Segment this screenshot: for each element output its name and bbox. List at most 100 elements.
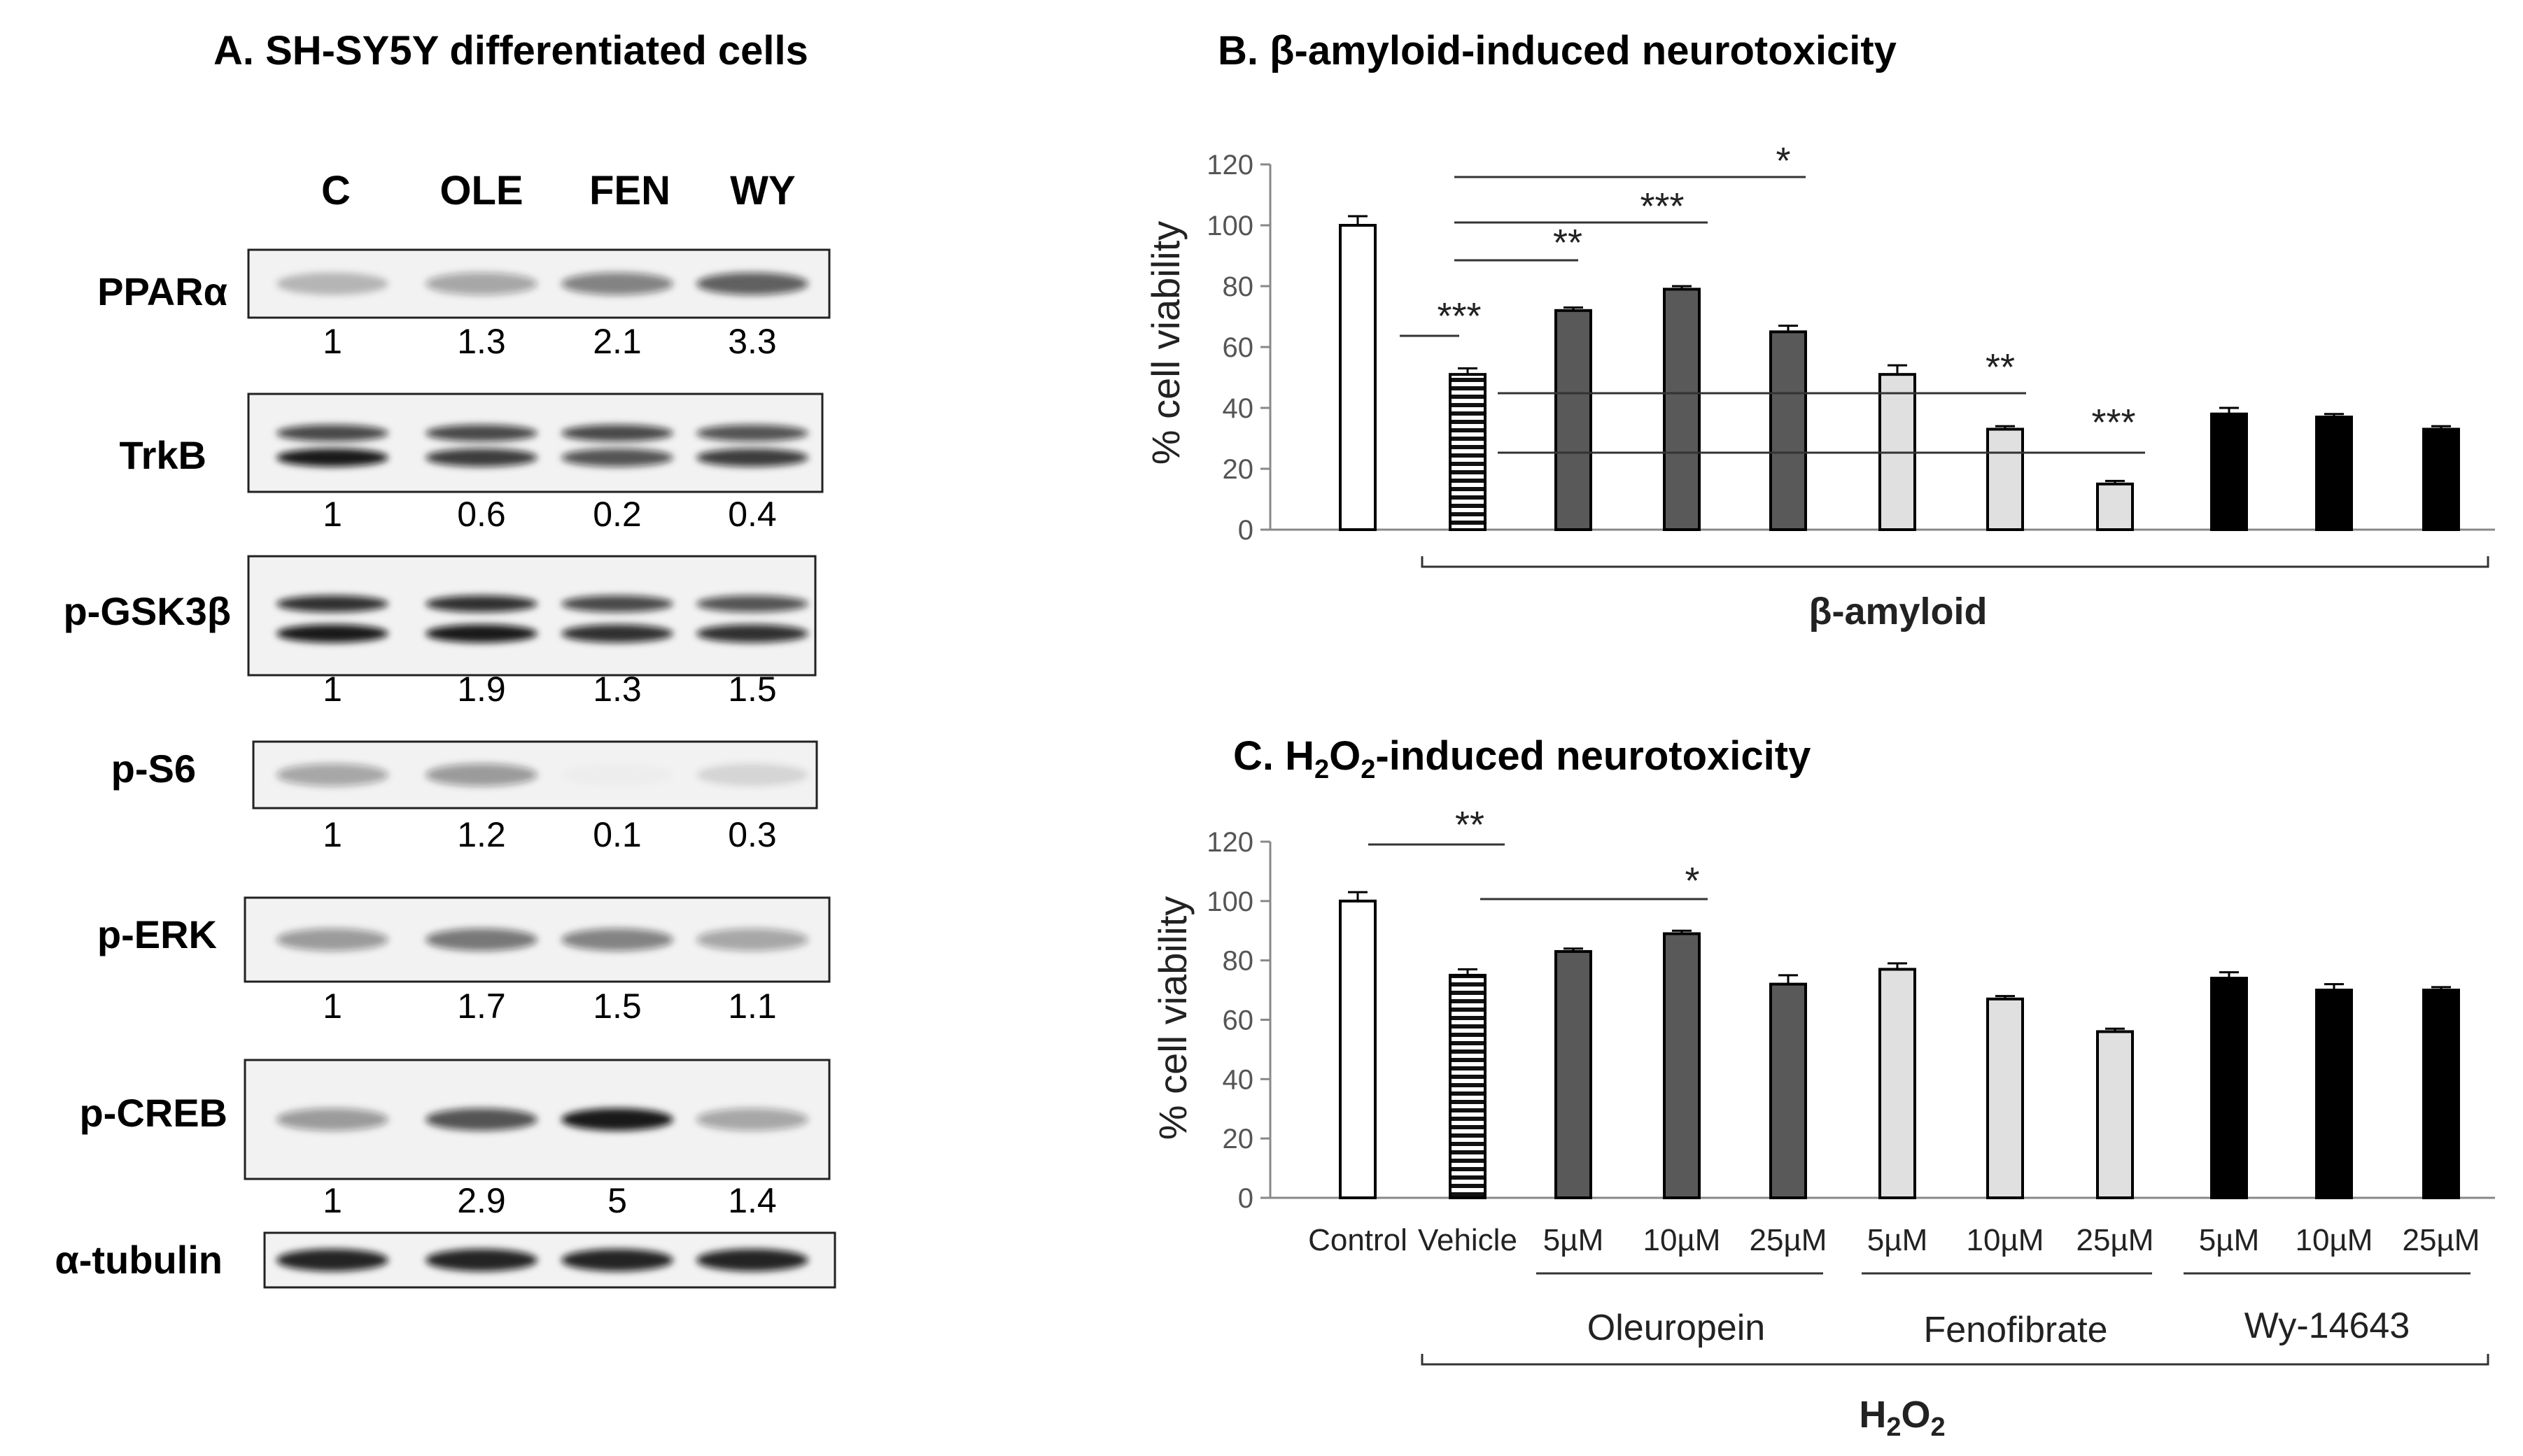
bar (1663, 932, 1701, 1200)
y-tick-label: 120 (1207, 827, 1253, 858)
bar (1554, 949, 1592, 1199)
blot-quant-value: 0.2 (593, 495, 642, 534)
blot-band (561, 1108, 673, 1131)
blot-band-lower (426, 624, 537, 643)
bar (1449, 973, 1487, 1199)
blot-band (561, 595, 673, 612)
y-tick-label: 20 (1223, 1124, 1254, 1154)
bar (2422, 989, 2460, 1200)
x-category-label: 5µM (2199, 1223, 2259, 1257)
blot-band (276, 1108, 388, 1131)
blot-quant-value: 0.4 (728, 495, 777, 534)
blot-quant-value: 0.1 (593, 815, 642, 854)
blot-band-lower (426, 448, 537, 467)
group-label-wy14643: Wy-14643 (2244, 1306, 2410, 1346)
bracket-label-h: H (1859, 1394, 1886, 1436)
blot-band (426, 272, 537, 295)
blot-row-label: TrkB (120, 433, 207, 477)
blot-band (426, 595, 537, 612)
blot-band-lower (696, 448, 808, 467)
y-tick-label: 80 (1223, 946, 1254, 977)
y-tick-label: 40 (1223, 1064, 1254, 1095)
blot-band (561, 764, 673, 786)
y-tick-label: 0 (1238, 515, 1253, 546)
blot-band (561, 928, 673, 951)
panel-b-significance: *** ** *** * ** *** (1400, 140, 2145, 454)
panel-c-title-mid: O (1329, 733, 1361, 779)
bar (2210, 977, 2248, 1200)
x-category-label: Control (1308, 1223, 1407, 1257)
blot-band (426, 763, 537, 786)
blot-band (696, 425, 808, 441)
panel-b: B. β-amyloid-induced neurotoxicity % cel… (1144, 28, 2495, 632)
x-category-label: 10µM (2296, 1223, 2373, 1257)
x-category-label: 10µM (1643, 1223, 1721, 1257)
blot-band-lower (276, 448, 388, 467)
panel-c: C. H2O2-induced neurotoxicity % cell via… (1151, 733, 2495, 1442)
y-tick-label: 80 (1223, 271, 1254, 302)
blot-band (696, 1249, 808, 1271)
bar (1449, 373, 1487, 532)
blot-band-lower (276, 624, 388, 643)
blot-quant-value: 1.2 (457, 815, 506, 854)
blot-quant-value: 1.3 (593, 670, 642, 709)
blot-quant-value: 2.1 (593, 322, 642, 361)
blot-quant-value: 2.9 (457, 1181, 506, 1220)
blot-band (276, 425, 388, 441)
blot-quant-value: 3.3 (728, 322, 777, 361)
blot-rows: PPARα 1 1.3 2.1 3.3 TrkB 1 0.6 0.2 0.4 p-GSK3β 1 1.9… (55, 248, 836, 1289)
sig-label-b-4: * (1776, 140, 1790, 182)
blot-band-lower (561, 624, 673, 643)
blot-band-lower (561, 448, 673, 467)
y-tick-label: 120 (1207, 150, 1253, 181)
blot-quant-value: 1 (323, 815, 342, 854)
y-tick-label: 20 (1223, 454, 1254, 485)
y-tick-label: 0 (1238, 1183, 1253, 1214)
lane-label-c: C (321, 168, 351, 213)
blot-row-label: p-CREB (79, 1091, 227, 1135)
blot-band (276, 272, 388, 295)
bar (2210, 412, 2248, 532)
blot-quant-value: 1.1 (728, 987, 777, 1026)
bar (1554, 309, 1592, 531)
blot-band (696, 928, 808, 951)
blot-band (426, 1108, 537, 1131)
y-tick-label: 40 (1223, 393, 1254, 424)
blot-quant-value: 1 (323, 322, 342, 361)
bar (1769, 982, 1807, 1199)
panel-b-bracket (1421, 556, 2489, 568)
bar (1339, 224, 1377, 531)
blot-band (561, 1249, 673, 1271)
bar (1986, 997, 2024, 1200)
blot-band (426, 1249, 537, 1271)
blot-quant-value: 1.5 (593, 987, 642, 1026)
group-label-fenofibrate: Fenofibrate (1923, 1310, 2107, 1350)
lane-labels: C OLE FEN WY (321, 168, 796, 213)
blot-band (561, 425, 673, 441)
panel-c-y-axis-label: % cell viability (1151, 896, 1195, 1140)
sig-label-b-2: ** (1553, 222, 1582, 264)
lane-label-wy: WY (730, 168, 795, 213)
panel-c-bracket (1421, 1354, 2489, 1366)
blot-band (276, 928, 388, 951)
y-tick-label: 60 (1223, 1005, 1254, 1036)
bar (1663, 288, 1701, 531)
blot-quant-value: 1.4 (728, 1181, 777, 1220)
sig-label-b-1: *** (1437, 295, 1481, 337)
y-tick-label: 100 (1207, 886, 1253, 917)
sig-label-b-6: *** (2091, 402, 2135, 444)
blot-quant-value: 1.9 (457, 670, 506, 709)
blot-quant-value: 1 (323, 987, 342, 1026)
blot-quant-value: 5 (607, 1181, 627, 1220)
x-category-label: 25µM (2403, 1223, 2480, 1257)
blot-row-label: p-ERK (97, 912, 217, 956)
panel-c-title-sub1: 2 (1314, 755, 1329, 784)
lane-label-fen: FEN (589, 168, 670, 213)
bar (2096, 1030, 2134, 1200)
panel-c-significance: ** * (1368, 804, 1708, 902)
bar (1986, 427, 2024, 532)
blot-quant-value: 1 (323, 1181, 342, 1220)
x-category-label: 25µM (1750, 1223, 1827, 1257)
chart-b: 0 20 40 60 80 100 120 (1207, 150, 2495, 546)
